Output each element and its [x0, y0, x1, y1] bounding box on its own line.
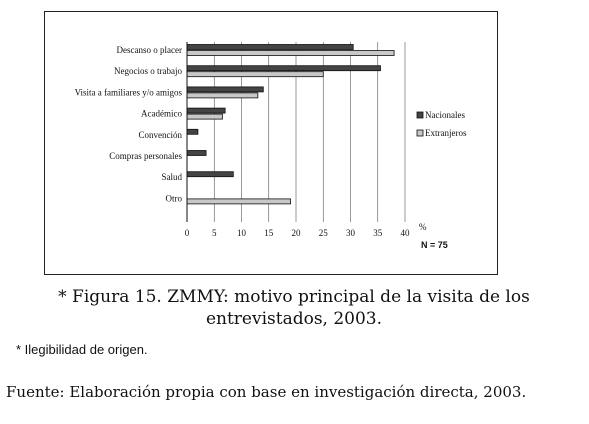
category-label-negocios-o-trabajo: Negocios o trabajo	[114, 66, 182, 76]
bar-extranjeros-otro	[186, 198, 291, 205]
tick-labels: 0 5 10 15 20 25 30 35 40	[185, 228, 410, 238]
bar-extranjeros-academico	[186, 113, 223, 120]
category-label-compras-personales: Compras personales	[109, 151, 182, 161]
figure-caption-line-2: entrevistados, 2003.	[205, 309, 383, 329]
figure-caption-line-1: * Figura 15. ZMMY: motivo principal de l…	[58, 287, 530, 307]
x-tick-label-25: 25	[319, 228, 329, 238]
x-tick-label-35: 35	[373, 228, 383, 238]
bar-nacionales-visita-a-familiares-y-o-amigos	[186, 86, 264, 93]
category-label-descanso-o-placer: Descanso o placer	[117, 45, 182, 55]
legend: Nacionales Extranjeros	[416, 110, 467, 138]
legend-label-extranjeros: Extranjeros	[425, 128, 467, 138]
x-tick-label-10: 10	[237, 228, 247, 238]
x-tick-label-5: 5	[212, 228, 217, 238]
bar-chart: Descanso o placer Negocios o trabajo Visit…	[75, 42, 467, 250]
category-label-otro: Otro	[166, 193, 183, 203]
x-tick-label-30: 30	[346, 228, 356, 238]
bar-nacionales-negocios-o-trabajo	[186, 65, 381, 72]
bar-extranjeros-negocios-o-trabajo	[186, 71, 324, 78]
sample-size-note: N = 75	[421, 240, 448, 250]
category-label-visita-a-familiares-y-o-amigos: Visita a familiares y/o amigos	[75, 87, 183, 97]
category-label-academico: Académico	[141, 109, 182, 119]
category-labels: Descanso o placer Negocios o trabajo Visit…	[75, 45, 183, 203]
bar-nacionales-academico	[186, 107, 226, 114]
chart-frame: Descanso o placer Negocios o trabajo Visit…	[44, 11, 498, 275]
figure-caption: * Figura 15. ZMMY: motivo principal de l…	[14, 286, 574, 330]
bar-nacionales-descanso-o-placer	[186, 44, 354, 50]
x-tick-label-40: 40	[401, 228, 411, 238]
legend-swatch-extranjeros	[416, 129, 424, 137]
bar-nacionales-compras-personales	[186, 150, 207, 156]
bar-extranjeros-visita-a-familiares-y-o-amigos	[186, 92, 259, 99]
x-tick-label-20: 20	[292, 228, 302, 238]
source-note: Fuente: Elaboración propia con base en i…	[6, 383, 527, 401]
legend-swatch-nacionales	[416, 111, 424, 119]
illegibility-note: * Ilegibilidad de origen.	[16, 342, 148, 357]
bars	[186, 44, 395, 205]
legend-label-nacionales: Nacionales	[425, 110, 465, 120]
x-axis-unit-label: %	[419, 222, 427, 232]
bar-extranjeros-descanso-o-placer	[186, 50, 395, 56]
category-label-salud: Salud	[161, 172, 182, 182]
bar-nacionales-convencion	[186, 128, 199, 135]
bar-nacionales-salud	[186, 171, 234, 178]
x-tick-label-15: 15	[264, 228, 274, 238]
x-tick-label-0: 0	[185, 228, 190, 238]
category-label-convencion: Convención	[139, 130, 183, 140]
